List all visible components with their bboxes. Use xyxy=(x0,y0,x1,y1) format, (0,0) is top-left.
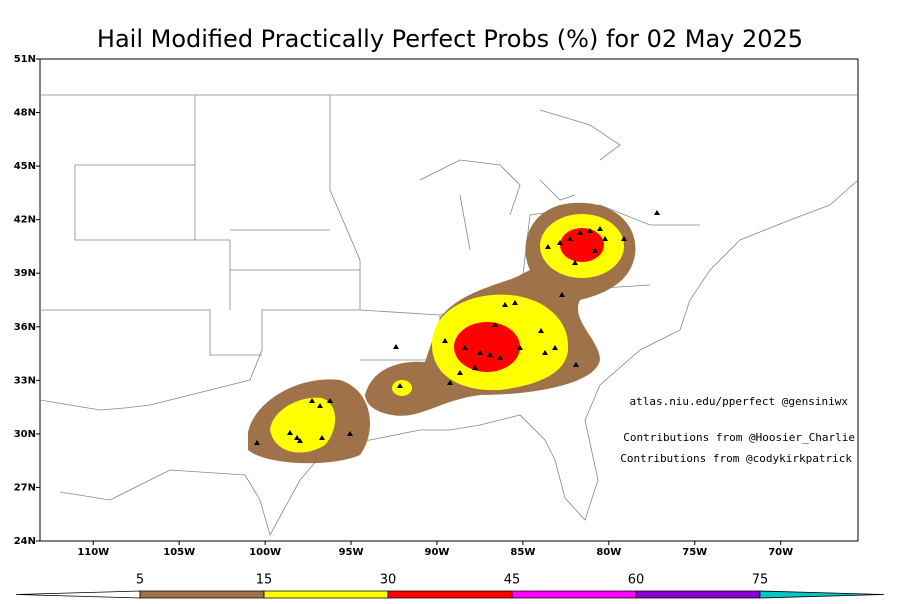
lat-label: 24N xyxy=(14,536,36,547)
lat-label: 30N xyxy=(14,429,36,440)
colorbar-segment xyxy=(635,590,761,599)
colorbar-label: 45 xyxy=(504,573,521,588)
colorbar-label: 5 xyxy=(136,573,144,588)
lon-label: 80W xyxy=(596,547,621,558)
colorbar-label: 75 xyxy=(752,573,769,588)
lat-label: 36N xyxy=(14,322,36,333)
annotation: atlas.niu.edu/pperfect @gensiniwx xyxy=(629,395,848,408)
colorbar-label: 15 xyxy=(256,573,273,588)
annotation: Contributions from @codykirkpatrick xyxy=(620,452,852,465)
colorbar-label: 60 xyxy=(628,573,645,588)
lat-label: 39N xyxy=(14,268,36,279)
lon-label: 85W xyxy=(510,547,535,558)
lon-label: 75W xyxy=(682,547,707,558)
lon-label: 70W xyxy=(768,547,793,558)
lat-label: 33N xyxy=(14,375,36,386)
lat-label: 48N xyxy=(14,108,36,119)
annotation: Contributions from @Hoosier_Charlie xyxy=(623,431,855,444)
lon-label: 95W xyxy=(339,547,364,558)
probability-contours xyxy=(248,202,636,464)
lon-label: 90W xyxy=(424,547,449,558)
colorbar-segment xyxy=(263,590,389,599)
lon-label: 110W xyxy=(77,547,109,558)
colorbar-segment xyxy=(15,590,141,599)
colorbar-segment xyxy=(139,590,265,599)
map-frame xyxy=(39,58,859,542)
title: Hail Modified Practically Perfect Probs … xyxy=(97,25,803,53)
lat-label: 42N xyxy=(14,215,36,226)
lon-label: 100W xyxy=(249,547,281,558)
lat-label: 45N xyxy=(14,161,36,172)
colorbar-segment xyxy=(387,590,513,599)
colorbar-label: 30 xyxy=(380,573,397,588)
lat-label: 51N xyxy=(14,54,36,65)
colorbar-segment xyxy=(511,590,637,599)
colorbar-segment xyxy=(759,590,885,599)
basemap xyxy=(39,94,859,537)
lon-label: 105W xyxy=(163,547,195,558)
lat-label: 27N xyxy=(14,482,36,493)
